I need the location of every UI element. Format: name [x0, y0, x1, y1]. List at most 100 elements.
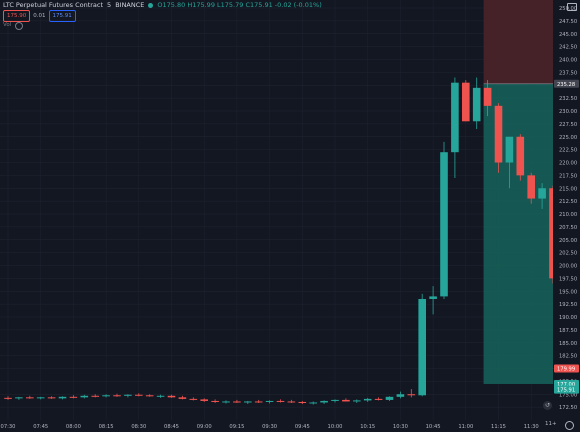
camera-icon[interactable]	[567, 3, 577, 11]
candle-body	[472, 87, 481, 122]
price-tag-bg	[554, 385, 579, 394]
candle	[353, 399, 361, 404]
candle	[309, 401, 317, 405]
candle-body	[135, 394, 143, 396]
candle	[407, 389, 416, 398]
candle-body	[222, 401, 230, 403]
candle-body	[4, 397, 12, 399]
candle	[233, 399, 241, 404]
time-axis[interactable]: 07:30 07:45 08:00 08:15 08:30 08:45 09:00 09:15…	[1, 424, 539, 430]
price-tick-label: 190.00	[559, 315, 577, 321]
candle-body	[244, 401, 252, 403]
price-tick-label: 240.00	[559, 58, 577, 64]
candle-body	[440, 152, 448, 297]
candle	[47, 396, 56, 399]
indicator-row: Vol	[3, 22, 24, 30]
buy-button[interactable]: 175.91	[48, 10, 76, 22]
candle	[36, 396, 45, 400]
price-tick-label: 200.00	[559, 264, 577, 270]
candle	[331, 399, 339, 403]
candle	[451, 77, 459, 178]
order-panel: 175.90 0.01 175.91	[3, 10, 76, 22]
candle	[167, 394, 176, 398]
candle-body	[91, 395, 99, 397]
time-tick-label: 09:15	[229, 424, 244, 430]
price-tick-label: 195.00	[559, 289, 577, 295]
price-tag-bg	[554, 79, 579, 88]
time-tick-label: 11:15	[491, 424, 506, 430]
price-tag-label: 177.00	[557, 382, 575, 388]
price-tick-label: 237.50	[559, 70, 577, 76]
candle	[265, 400, 274, 404]
price-tag-label: 235.28	[557, 82, 575, 88]
candle	[58, 396, 67, 400]
candle-body	[265, 400, 274, 402]
candle-body	[145, 395, 154, 397]
candle	[287, 399, 296, 404]
sell-button[interactable]: 175.90	[3, 10, 31, 22]
interval-label[interactable]: 5	[107, 1, 112, 9]
time-tick-label: 10:15	[360, 424, 375, 430]
price-tick-label: 172.50	[559, 405, 577, 411]
candle-body	[396, 394, 405, 397]
price-tick-label: 212.50	[559, 199, 577, 205]
price-tick-label: 192.50	[559, 302, 577, 308]
candle	[418, 293, 426, 397]
candle	[15, 396, 23, 400]
candle	[135, 393, 143, 397]
time-tick-label: 08:45	[164, 424, 179, 430]
price-tick-label: 225.00	[559, 135, 577, 141]
candle	[211, 399, 219, 404]
candle-body	[102, 395, 110, 397]
price-tick-label: 205.00	[559, 238, 577, 244]
candle	[80, 394, 89, 399]
price-tick-label: 182.50	[559, 354, 577, 360]
price-tick-label: 250.00	[559, 6, 577, 12]
candle	[298, 400, 307, 405]
candle	[4, 396, 12, 400]
time-tick-label: 08:15	[99, 424, 114, 430]
candle-body	[298, 401, 307, 404]
price-axis[interactable]: 172.50175.00177.50180.00182.50185.00187.…	[553, 0, 580, 432]
time-tick-label: 11:00	[458, 424, 473, 430]
reset-scale-icon[interactable]: ↺	[543, 401, 552, 410]
symbol-title[interactable]: LTC Perpetual Futures Contract	[3, 1, 104, 9]
candle-body	[26, 397, 34, 399]
market-status-icon	[148, 2, 154, 8]
price-tick-label: 187.50	[559, 328, 577, 334]
eye-icon[interactable]	[15, 22, 24, 30]
candle	[396, 391, 405, 399]
timezone-label[interactable]: 11+	[545, 421, 557, 427]
settings-icon[interactable]	[565, 421, 574, 430]
price-tick-label: 227.50	[559, 122, 577, 128]
candle-body	[462, 82, 470, 122]
candle-body	[309, 402, 317, 404]
candle-body	[211, 400, 219, 402]
candle	[342, 398, 350, 402]
ohlc-readout: O175.80 H175.99 L175.79 C175.91 -0.02 (-…	[157, 1, 322, 9]
candle	[385, 396, 394, 401]
price-tick-label: 230.00	[559, 109, 577, 115]
price-tick-label: 207.50	[559, 225, 577, 231]
candle-body	[505, 136, 514, 163]
candle-body	[276, 400, 285, 402]
candle-body	[15, 397, 23, 399]
time-tick-label: 09:30	[262, 424, 277, 430]
candle	[189, 397, 198, 401]
candle	[113, 393, 121, 397]
price-tick-label: 245.00	[559, 32, 577, 38]
candle	[472, 77, 481, 130]
candle-body	[200, 399, 208, 401]
time-tick-label: 09:00	[197, 424, 212, 430]
candle	[320, 400, 328, 405]
candle-body	[494, 105, 503, 163]
candle	[26, 395, 34, 399]
candle-body	[516, 136, 525, 176]
candle	[276, 399, 285, 403]
volume-indicator-label[interactable]: Vol	[3, 22, 12, 28]
price-tag-bg	[554, 364, 579, 373]
candle	[254, 399, 263, 404]
candle	[483, 80, 492, 117]
